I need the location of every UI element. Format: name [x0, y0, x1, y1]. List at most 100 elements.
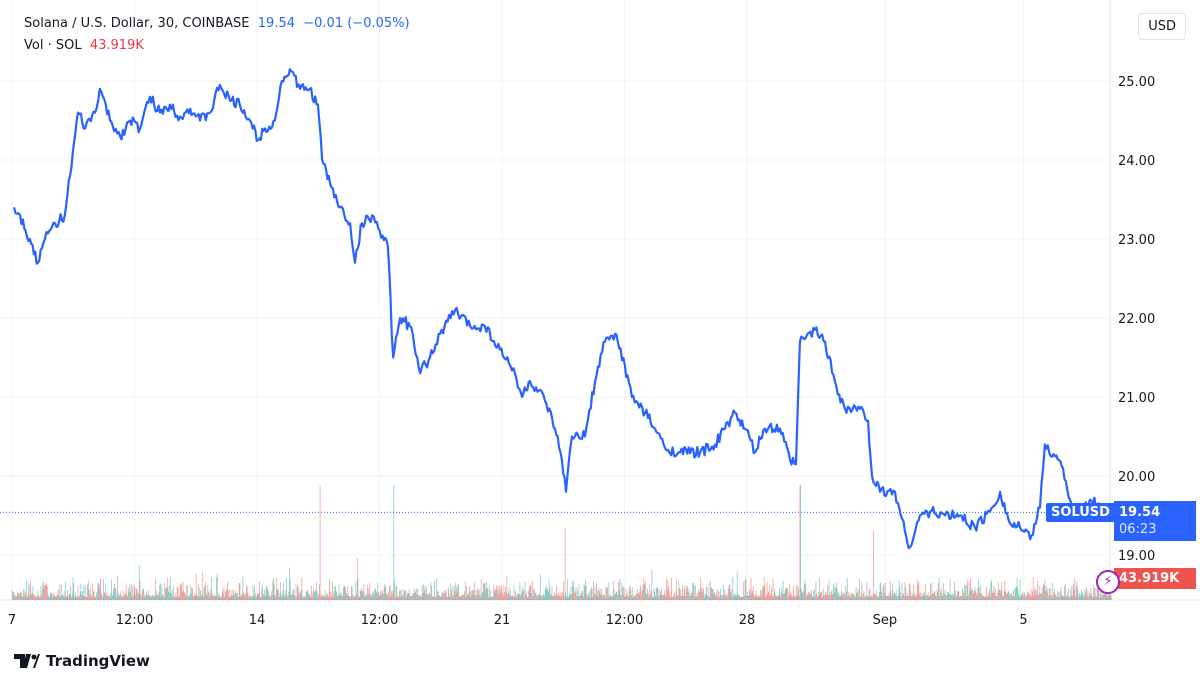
volume-bar — [751, 593, 753, 600]
volume-bar — [764, 584, 766, 600]
volume-bar — [915, 595, 917, 600]
volume-bar — [781, 588, 783, 600]
volume-bar — [955, 596, 957, 600]
volume-bar — [973, 591, 975, 600]
volume-bar — [561, 591, 563, 600]
volume-bar — [216, 573, 218, 600]
tradingview-logo[interactable]: TradingView — [14, 652, 150, 670]
volume-bar — [160, 583, 161, 600]
volume-bar — [106, 592, 108, 600]
volume-bar — [665, 595, 667, 600]
volume-bar — [248, 596, 250, 600]
volume-bar — [931, 583, 933, 600]
volume-bar — [650, 594, 651, 600]
volume-bar — [838, 596, 840, 600]
volume-bar — [965, 585, 966, 600]
currency-button[interactable]: USD — [1138, 13, 1186, 40]
volume-bar — [423, 589, 425, 600]
volume-bar — [623, 596, 625, 600]
volume-bar — [647, 588, 648, 600]
volume-bar — [619, 578, 621, 600]
volume-bar — [696, 592, 698, 600]
volume-bar — [26, 596, 28, 600]
volume-bar — [1059, 590, 1061, 600]
volume-bar — [25, 592, 26, 600]
volume-bar — [246, 587, 247, 600]
volume-bar — [204, 585, 206, 600]
volume-bar — [18, 593, 20, 600]
volume-bar — [664, 593, 666, 600]
volume-bar — [668, 586, 670, 600]
volume-bar — [660, 588, 662, 600]
volume-bar — [358, 596, 360, 600]
volume-bar — [463, 595, 465, 600]
volume-bar — [278, 587, 279, 600]
volume-bar — [946, 595, 947, 600]
volume-bar — [111, 579, 112, 600]
volume-bar — [879, 583, 881, 600]
volume-bar — [482, 592, 484, 600]
volume-bar — [518, 594, 519, 600]
volume-bar — [146, 591, 147, 600]
volume-bar — [421, 585, 423, 600]
volume-bar — [1056, 596, 1057, 600]
volume-bar — [161, 584, 163, 600]
volume-bar — [214, 594, 216, 600]
volume-bar — [178, 596, 180, 600]
volume-bar — [497, 585, 499, 600]
volume-bar — [309, 594, 311, 600]
volume-bar — [299, 594, 301, 600]
volume-bar — [475, 590, 477, 600]
volume-bar — [525, 591, 527, 600]
volume-bar — [504, 592, 505, 600]
volume-bar — [1037, 581, 1039, 600]
volume-bar — [881, 592, 882, 600]
volume-bar — [357, 577, 359, 600]
volume-bar — [127, 595, 129, 600]
volume-bar — [49, 596, 50, 600]
volume-bar — [1055, 594, 1057, 600]
volume-bar — [246, 585, 248, 600]
volume-bar — [383, 584, 385, 600]
volume-bar — [41, 594, 42, 600]
volume-bar — [877, 596, 879, 600]
volume-bar — [969, 591, 971, 600]
volume-bar — [893, 593, 895, 600]
volume-bar — [866, 582, 868, 600]
volume-bar — [1080, 589, 1082, 600]
volume-bar — [206, 595, 208, 600]
volume-bar — [748, 595, 750, 600]
volume-bar — [286, 596, 288, 600]
volume-bar — [534, 590, 535, 600]
volume-bar — [1024, 592, 1025, 600]
volume-bar — [66, 595, 68, 600]
volume-bar — [362, 590, 363, 600]
volume-bar — [857, 588, 859, 600]
volume-bar — [644, 584, 645, 600]
volume-bar — [280, 581, 282, 600]
volume-bar — [367, 588, 369, 600]
volume-bar — [42, 588, 44, 600]
volume-bar — [727, 596, 729, 600]
volume-bar — [913, 584, 915, 600]
volume-bar — [897, 596, 899, 600]
volume-bar — [851, 592, 853, 600]
volume-bar — [91, 595, 93, 600]
volume-bar — [739, 596, 741, 600]
volume-bar — [701, 587, 702, 600]
volume-bar — [782, 593, 783, 600]
volume-bar — [844, 596, 846, 600]
volume-bar — [372, 592, 374, 600]
volume-bar — [631, 586, 633, 600]
volume-bar — [321, 594, 323, 600]
lightning-icon[interactable]: ⚡ — [1096, 570, 1120, 594]
volume-bar — [392, 589, 394, 600]
volume-bar — [291, 594, 293, 600]
volume-bar — [320, 596, 322, 600]
volume-bar — [743, 581, 745, 600]
volume-bar — [229, 589, 231, 600]
volume-bar — [155, 594, 157, 600]
volume-bar — [375, 591, 377, 600]
volume-bar — [1013, 595, 1015, 600]
